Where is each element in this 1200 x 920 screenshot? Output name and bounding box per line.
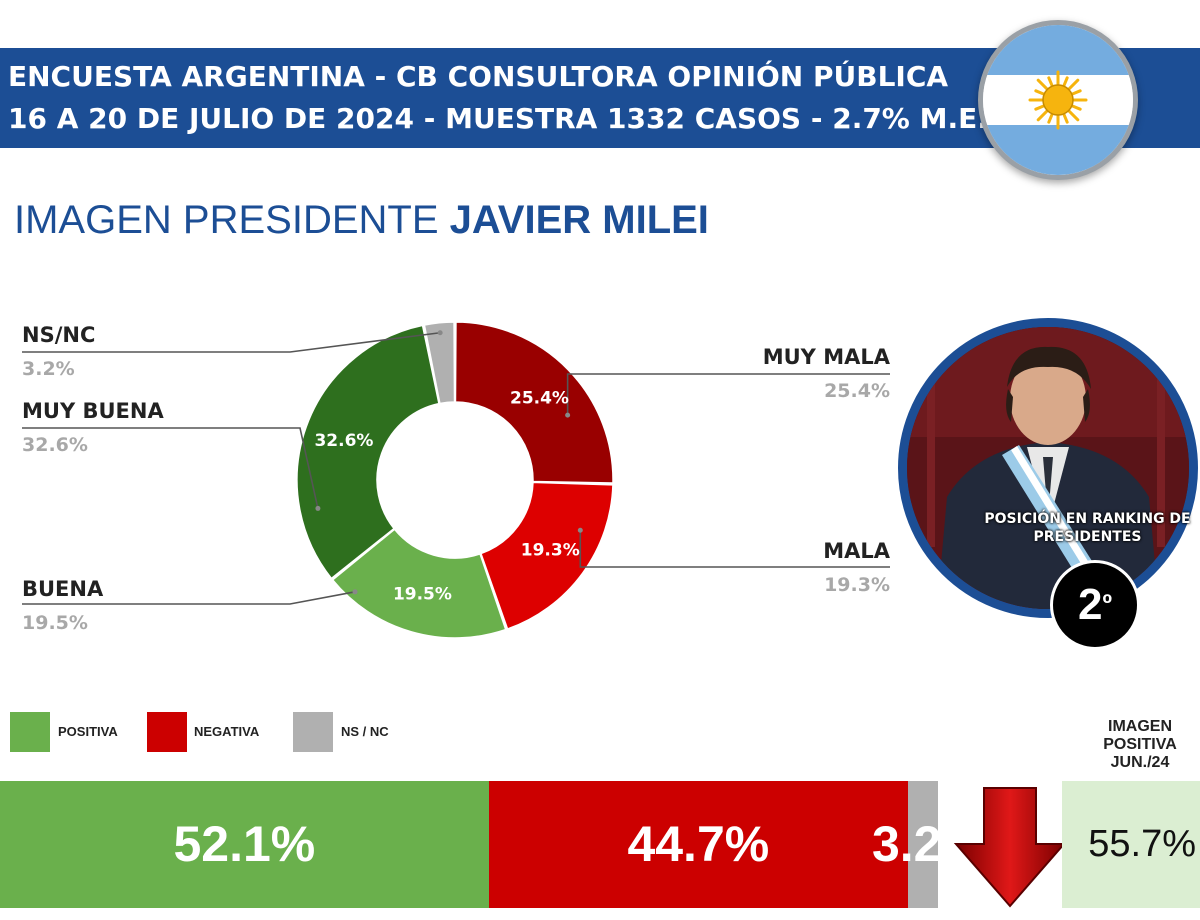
- value-buena: 19.5%: [22, 612, 88, 634]
- legend-swatch-positiva: [10, 712, 50, 752]
- donut-value-label: 25.4%: [510, 389, 569, 409]
- label-buena: BUENA: [22, 577, 104, 601]
- value-ns-nc: 3.2%: [22, 358, 75, 380]
- leader-line: [22, 331, 441, 353]
- leader-dot: [352, 589, 358, 595]
- page-title: IMAGEN PRESIDENTE JAVIER MILEI: [14, 198, 709, 243]
- leader-line: [566, 373, 890, 416]
- president-portrait: [898, 318, 1198, 618]
- bar-value-negativa: 44.7%: [627, 816, 770, 872]
- legend-label-positiva: POSITIVA: [58, 724, 118, 739]
- leader-dot: [577, 527, 583, 533]
- value-mala: 19.3%: [824, 574, 890, 596]
- bar-segment-ns-nc: 3.2%: [872, 781, 986, 908]
- leader-dot: [437, 330, 443, 336]
- label-ns-nc: NS/NC: [22, 323, 96, 347]
- legend-label-ns-nc: NS / NC: [341, 724, 389, 739]
- donut-slice-mala: [479, 481, 614, 630]
- leader-dot: [565, 412, 571, 418]
- donut-slice-buena: [331, 528, 507, 639]
- previous-value: 55.7%: [1088, 823, 1196, 865]
- donut-slice-ns-nc: [423, 321, 456, 405]
- ranking-suffix: º: [1102, 588, 1112, 618]
- sun-of-may-icon: [1028, 70, 1088, 130]
- donut-slice-muy-mala: [454, 321, 614, 484]
- ranking-position: 2: [1078, 580, 1103, 629]
- leader-line: [22, 427, 319, 509]
- argentina-flag-icon: [978, 20, 1138, 180]
- donut-value-label: 19.5%: [393, 584, 452, 604]
- bar-segment-positiva: 52.1%: [0, 781, 489, 908]
- donut-slice-muy-buena: [296, 324, 440, 580]
- label-muy-buena: MUY BUENA: [22, 399, 164, 423]
- leader-line: [22, 591, 356, 605]
- label-muy-mala: MUY MALA: [762, 345, 890, 369]
- label-mala: MALA: [823, 539, 890, 563]
- value-muy-buena: 32.6%: [22, 434, 88, 456]
- donut-value-label: 19.3%: [521, 541, 580, 561]
- donut-chart: 25.4% 19.3% 19.5% 32.6%: [22, 321, 890, 639]
- down-arrow-icon: [953, 787, 1067, 908]
- title-prefix: IMAGEN PRESIDENTE: [14, 198, 450, 242]
- previous-value-box: 55.7%: [1062, 781, 1200, 908]
- leader-line: [579, 530, 890, 568]
- value-muy-mala: 25.4%: [824, 380, 890, 402]
- legend-swatch-ns-nc: [293, 712, 333, 752]
- header-subtitle: 16 A 20 DE JULIO DE 2024 - MUESTRA 1332 …: [8, 102, 988, 135]
- bar-segment-negativa: 44.7%: [488, 781, 908, 908]
- previous-title: IMAGEN POSITIVA JUN./24: [1103, 718, 1177, 771]
- ranking-caption: POSICIÓN EN RANKING DE PRESIDENTES: [984, 511, 1191, 545]
- ranking-badge: 2º: [1050, 560, 1140, 650]
- leader-dot: [315, 505, 321, 511]
- donut-value-label: 32.6%: [314, 431, 373, 451]
- header-title: ENCUESTA ARGENTINA - CB CONSULTORA OPINI…: [8, 60, 949, 93]
- legend-label-negativa: NEGATIVA: [194, 724, 260, 739]
- bar-value-positiva: 52.1%: [173, 816, 316, 872]
- title-name: JAVIER MILEI: [449, 198, 709, 242]
- legend-swatch-negativa: [147, 712, 187, 752]
